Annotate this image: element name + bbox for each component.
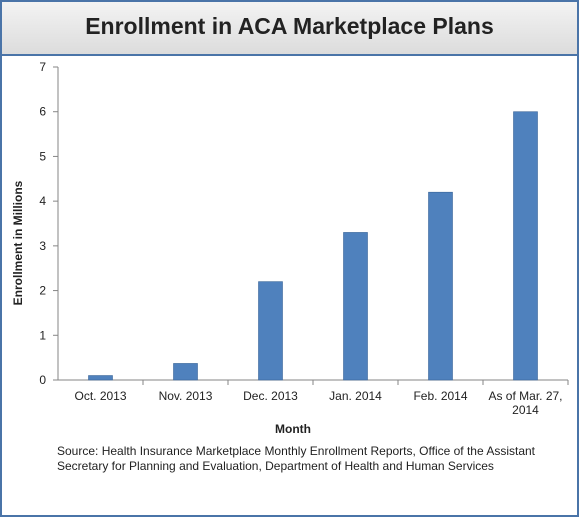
x-axis-label: Month bbox=[275, 422, 311, 436]
y-tick-label: 3 bbox=[39, 239, 46, 253]
bar bbox=[428, 191, 453, 381]
y-tick-label: 5 bbox=[39, 149, 46, 163]
y-tick-label: 6 bbox=[39, 105, 46, 119]
bar bbox=[258, 281, 283, 381]
axes bbox=[53, 66, 569, 385]
bar bbox=[343, 232, 368, 381]
y-tick-label: 1 bbox=[39, 328, 46, 342]
bars bbox=[88, 111, 538, 381]
x-tick-label: Feb. 2014 bbox=[413, 389, 467, 403]
y-tick-label: 2 bbox=[39, 284, 46, 298]
x-tick-label: Jan. 2014 bbox=[329, 389, 382, 403]
x-tick-label: Oct. 2013 bbox=[74, 389, 126, 403]
y-tick-labels: 0 1 2 3 4 5 6 7 bbox=[39, 60, 46, 387]
y-tick-label: 7 bbox=[39, 60, 46, 74]
x-tick-label: Dec. 2013 bbox=[243, 389, 298, 403]
bar bbox=[173, 363, 198, 381]
x-tick-labels: Oct. 2013 Nov. 2013 Dec. 2013 Jan. 2014 Feb.… bbox=[74, 389, 562, 417]
x-tick-label: Nov. 2013 bbox=[159, 389, 213, 403]
bar bbox=[513, 111, 538, 381]
title-band: Enrollment in ACA Marketplace Plans bbox=[2, 2, 577, 56]
bar bbox=[88, 375, 113, 381]
y-tick-label: 4 bbox=[39, 194, 46, 208]
y-axis-label: Enrollment in Millions bbox=[11, 180, 25, 305]
source-note: Source: Health Insurance Marketplace Mon… bbox=[57, 444, 536, 473]
y-tick-label: 0 bbox=[39, 373, 46, 387]
x-tick-label: As of Mar. 27, 2014 bbox=[488, 389, 562, 417]
chart-title: Enrollment in ACA Marketplace Plans bbox=[85, 13, 494, 39]
